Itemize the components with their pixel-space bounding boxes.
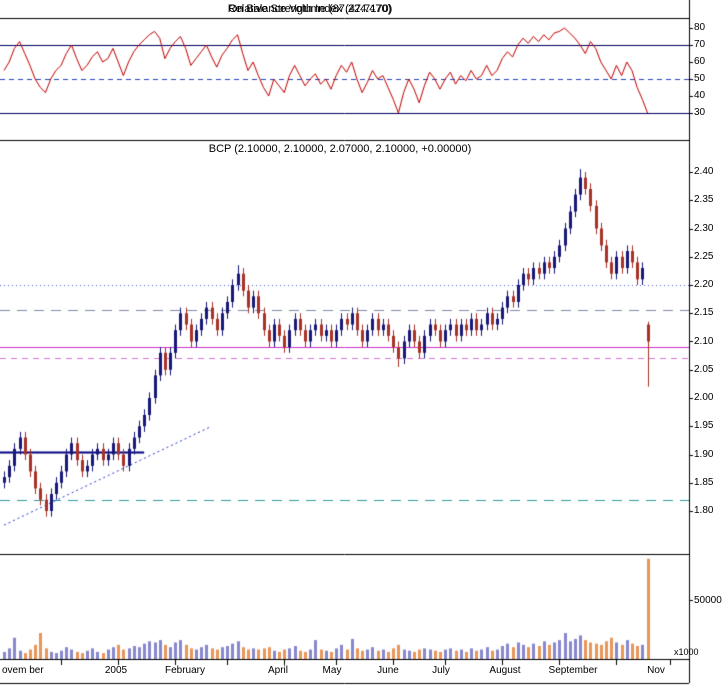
x-axis-month-label: June: [377, 665, 399, 676]
x-axis-month-label: September: [548, 665, 598, 676]
rsi-axis-label: 30: [694, 107, 706, 118]
volume-unit-label: x1000: [674, 647, 699, 657]
price-axis-label: 2.20: [694, 279, 714, 290]
price-axis-label: 2.05: [694, 363, 714, 375]
x-axis-month-label: July: [432, 665, 450, 676]
volume-axis-label: 50000: [694, 595, 722, 606]
price-axis-label: 2.35: [694, 194, 714, 206]
price-axis-label: 2.10: [694, 335, 714, 347]
price-axis-label: 2.30: [694, 222, 714, 234]
price-axis-label: 1.95: [694, 420, 714, 432]
x-axis-month-label: ovem ber: [2, 665, 44, 676]
price-axis-label: 1.90: [694, 448, 714, 460]
price-title: BCP (2.10000, 2.10000, 2.07000, 2.10000,…: [208, 143, 472, 155]
rsi-axis-label: 60: [694, 56, 706, 67]
x-axis-month-label: 2005: [104, 665, 128, 676]
price-axis-label: 2.00: [694, 392, 714, 403]
price-axis-label: 1.80: [694, 505, 714, 516]
x-axis-month-label: May: [322, 665, 342, 676]
rsi-axis-label: 50: [694, 73, 706, 84]
price-axis-label: 2.25: [694, 250, 714, 262]
x-axis-month-label: Nov: [647, 665, 665, 676]
price-axis-label: 1.85: [694, 476, 714, 488]
x-axis-month-label: August: [489, 665, 521, 676]
x-axis-month-label: February: [164, 665, 206, 676]
rsi-axis-label: 40: [694, 90, 706, 101]
rsi-axis-label: 70: [694, 39, 706, 50]
rsi-axis-label: 80: [694, 22, 706, 33]
price-axis-label: 2.15: [694, 307, 714, 319]
x-axis-month-label: April: [267, 665, 289, 676]
price-axis-label: 2.40: [694, 166, 714, 177]
